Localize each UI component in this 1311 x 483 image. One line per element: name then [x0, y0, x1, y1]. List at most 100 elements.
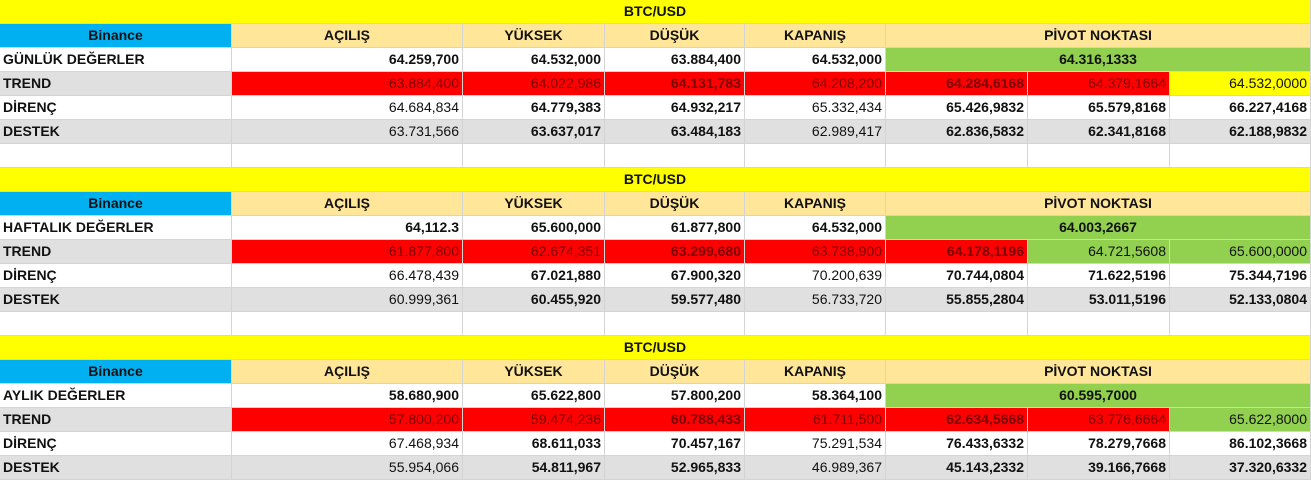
resistance-cell: 86.102,3668	[1170, 432, 1311, 456]
resistance-cell: 75.291,534	[745, 432, 886, 456]
pivot-value: 60.595,7000	[886, 384, 1311, 408]
trend-cell: 62.634,5668	[886, 408, 1028, 432]
value-cell: 63.884,400	[605, 48, 745, 72]
resistance-cell: 64.779,383	[463, 96, 605, 120]
row-label: TREND	[0, 408, 232, 432]
resistance-cell: 67.021,880	[463, 264, 605, 288]
resistance-cell: 64.932,217	[605, 96, 745, 120]
trend-cell: 64.178,1196	[886, 240, 1028, 264]
empty-cell	[0, 312, 232, 336]
value-cell: 58.364,100	[745, 384, 886, 408]
title: BTC/USD	[0, 336, 1311, 360]
value-cell: 65.600,000	[463, 216, 605, 240]
empty-cell	[0, 144, 232, 168]
row-label: DİRENÇ	[0, 264, 232, 288]
support-cell: 59.577,480	[605, 288, 745, 312]
empty-cell	[745, 312, 886, 336]
support-cell: 63.484,183	[605, 120, 745, 144]
empty-cell	[745, 144, 886, 168]
empty-cell	[1170, 144, 1311, 168]
empty-cell	[1170, 312, 1311, 336]
resistance-cell: 76.433,6332	[886, 432, 1028, 456]
resistance-cell: 67.900,320	[605, 264, 745, 288]
pivot-value: 64.316,1333	[886, 48, 1311, 72]
trend-cell: 62.674,351	[463, 240, 605, 264]
support-cell: 46.989,367	[745, 456, 886, 480]
row-label: DESTEK	[0, 120, 232, 144]
column-header: AÇILIŞ	[232, 360, 463, 384]
trend-cell: 57.800,200	[232, 408, 463, 432]
resistance-cell: 70.200,639	[745, 264, 886, 288]
empty-cell	[605, 144, 745, 168]
support-cell: 62.989,417	[745, 120, 886, 144]
resistance-cell: 64.684,834	[232, 96, 463, 120]
trend-cell: 64.022,986	[463, 72, 605, 96]
column-header: YÜKSEK	[463, 360, 605, 384]
trend-cell: 64.532,0000	[1170, 72, 1311, 96]
support-cell: 52.133,0804	[1170, 288, 1311, 312]
column-header: KAPANIŞ	[745, 24, 886, 48]
trend-cell: 61.711,500	[745, 408, 886, 432]
resistance-cell: 78.279,7668	[1028, 432, 1170, 456]
support-cell: 55.855,2804	[886, 288, 1028, 312]
support-cell: 56.733,720	[745, 288, 886, 312]
column-header: AÇILIŞ	[232, 192, 463, 216]
trend-cell: 63.884,400	[232, 72, 463, 96]
support-cell: 37.320,6332	[1170, 456, 1311, 480]
support-cell: 60.999,361	[232, 288, 463, 312]
support-cell: 62.188,9832	[1170, 120, 1311, 144]
value-cell: 64.532,000	[745, 48, 886, 72]
trend-cell: 64.721,5608	[1028, 240, 1170, 264]
column-header: KAPANIŞ	[745, 360, 886, 384]
support-cell: 53.011,5196	[1028, 288, 1170, 312]
empty-cell	[605, 312, 745, 336]
value-cell: 64.259,700	[232, 48, 463, 72]
trend-cell: 64.284,6168	[886, 72, 1028, 96]
row-label: DESTEK	[0, 288, 232, 312]
value-cell: 65.622,800	[463, 384, 605, 408]
column-header: DÜŞÜK	[605, 192, 745, 216]
value-cell: 61.877,800	[605, 216, 745, 240]
trend-cell: 60.788,433	[605, 408, 745, 432]
value-cell: 57.800,200	[605, 384, 745, 408]
row-label: DİRENÇ	[0, 96, 232, 120]
empty-cell	[463, 312, 605, 336]
resistance-cell: 66.227,4168	[1170, 96, 1311, 120]
trend-cell: 64.131,783	[605, 72, 745, 96]
support-cell: 62.341,8168	[1028, 120, 1170, 144]
column-header: AÇILIŞ	[232, 24, 463, 48]
resistance-cell: 65.579,8168	[1028, 96, 1170, 120]
empty-cell	[1028, 144, 1170, 168]
row-label: AYLIK DEĞERLER	[0, 384, 232, 408]
resistance-cell: 68.611,033	[463, 432, 605, 456]
column-header: KAPANIŞ	[745, 192, 886, 216]
pivot-header: PİVOT NOKTASI	[886, 360, 1311, 384]
empty-cell	[463, 144, 605, 168]
support-cell: 63.637,017	[463, 120, 605, 144]
trend-cell: 63.299,680	[605, 240, 745, 264]
resistance-cell: 71.622,5196	[1028, 264, 1170, 288]
resistance-cell: 70.744,0804	[886, 264, 1028, 288]
pivot-header: PİVOT NOKTASI	[886, 24, 1311, 48]
pivot-value: 64.003,2667	[886, 216, 1311, 240]
trend-cell: 59.474,236	[463, 408, 605, 432]
support-cell: 60.455,920	[463, 288, 605, 312]
source-header: Binance	[0, 192, 232, 216]
resistance-cell: 66.478,439	[232, 264, 463, 288]
row-label: TREND	[0, 72, 232, 96]
column-header: DÜŞÜK	[605, 24, 745, 48]
title: BTC/USD	[0, 168, 1311, 192]
title: BTC/USD	[0, 0, 1311, 24]
support-cell: 45.143,2332	[886, 456, 1028, 480]
trend-cell: 64.379,1664	[1028, 72, 1170, 96]
source-header: Binance	[0, 24, 232, 48]
column-header: YÜKSEK	[463, 192, 605, 216]
resistance-cell: 65.426,9832	[886, 96, 1028, 120]
support-cell: 54.811,967	[463, 456, 605, 480]
empty-cell	[232, 144, 463, 168]
row-label: DİRENÇ	[0, 432, 232, 456]
column-header: YÜKSEK	[463, 24, 605, 48]
empty-cell	[232, 312, 463, 336]
support-cell: 55.954,066	[232, 456, 463, 480]
